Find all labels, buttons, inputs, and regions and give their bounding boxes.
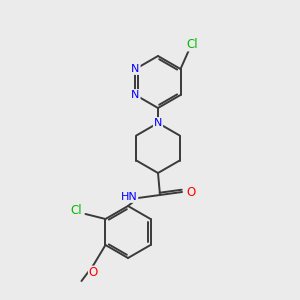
Text: N: N xyxy=(131,90,140,100)
Text: N: N xyxy=(154,118,162,128)
Text: Cl: Cl xyxy=(71,205,82,218)
Text: O: O xyxy=(186,185,196,199)
Text: Cl: Cl xyxy=(187,38,198,50)
Text: N: N xyxy=(131,64,140,74)
Text: HN: HN xyxy=(121,192,137,202)
Text: O: O xyxy=(89,266,98,280)
